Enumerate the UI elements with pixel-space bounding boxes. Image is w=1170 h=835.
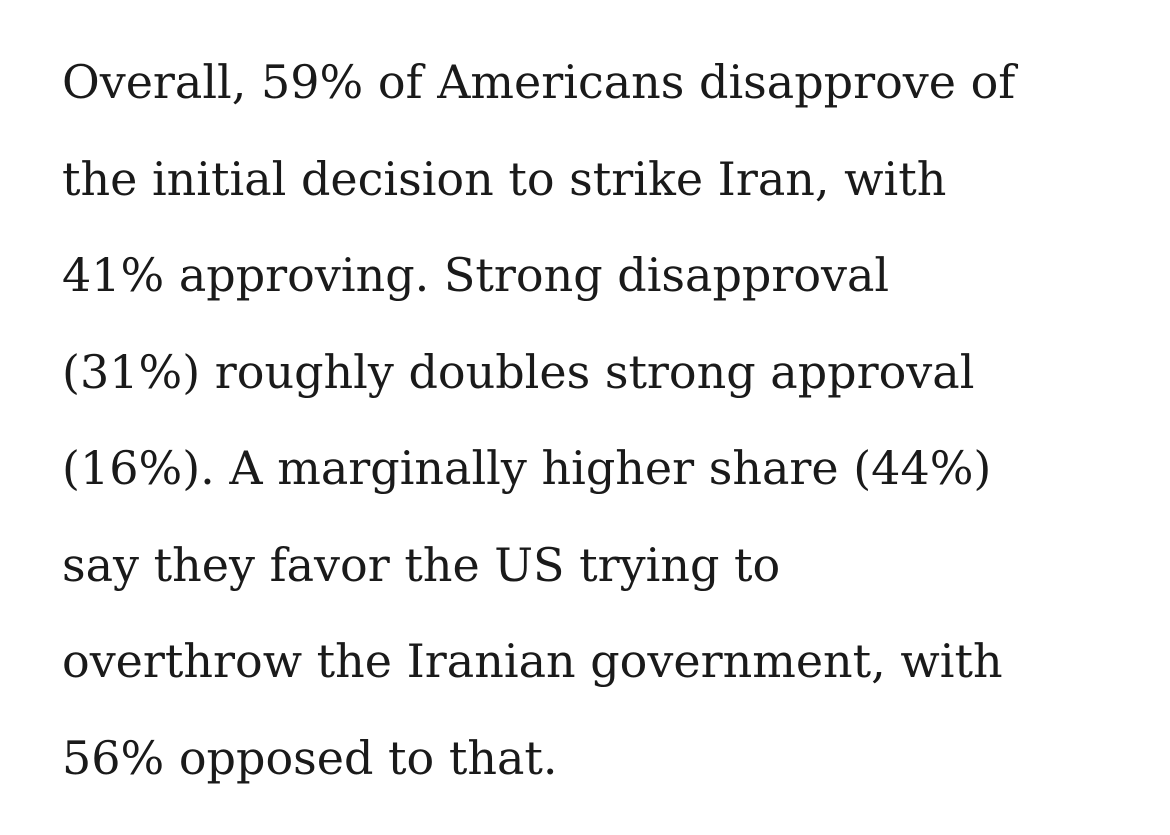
text-line: 41% approving. Strong disapproval xyxy=(62,248,890,302)
text-line: (31%) roughly doubles strong approval xyxy=(62,344,975,399)
text-line: the initial decision to strike Iran, wit… xyxy=(62,151,947,206)
text-line: 56% opposed to that. xyxy=(62,730,558,785)
text-line: say they favor the US trying to xyxy=(62,537,781,592)
text-line: Overall, 59% of Americans disapprove of xyxy=(62,55,1016,109)
text-line: (16%). A marginally higher share (44%) xyxy=(62,441,992,495)
text-line: overthrow the Iranian government, with xyxy=(62,634,1003,688)
